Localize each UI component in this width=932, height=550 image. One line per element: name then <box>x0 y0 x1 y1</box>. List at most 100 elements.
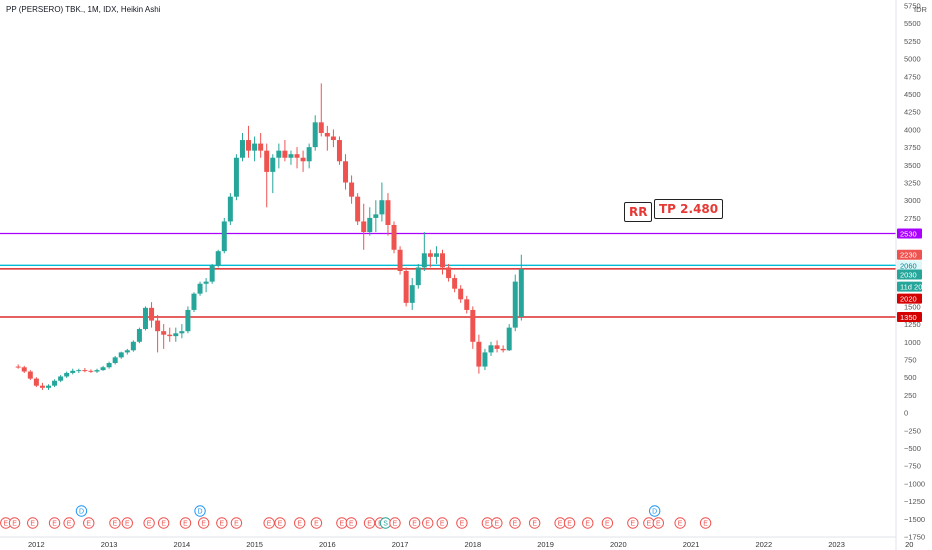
dividend-marker: D <box>194 505 206 517</box>
candle-body <box>512 281 518 328</box>
candle <box>470 306 476 349</box>
event-circle <box>509 517 521 529</box>
candle <box>52 379 58 388</box>
candle-body <box>227 196 233 222</box>
event-circle <box>75 505 88 517</box>
event-label: E <box>220 521 225 528</box>
candle-body <box>100 367 106 371</box>
event-label: D <box>79 509 84 516</box>
earnings-marker: E <box>197 517 210 529</box>
event-label: E <box>585 521 590 528</box>
event-circle <box>63 517 75 529</box>
price-tag: 11d 20h <box>897 281 927 292</box>
candle-body <box>233 157 239 197</box>
earnings-marker: E <box>528 517 541 529</box>
candle <box>197 281 203 296</box>
earnings-marker: E <box>643 517 655 529</box>
candle <box>33 377 39 388</box>
event-label: E <box>425 521 430 528</box>
event-label: E <box>67 521 72 528</box>
candle-body <box>161 331 167 335</box>
candle <box>252 136 258 162</box>
earnings-marker: E <box>422 517 434 529</box>
candle-body <box>118 352 124 358</box>
candle-body <box>252 143 258 151</box>
price-tag-bg <box>897 269 922 280</box>
event-circle <box>216 517 228 529</box>
event-label: E <box>532 521 537 528</box>
candle <box>130 340 136 352</box>
candle <box>270 154 276 194</box>
candle <box>173 327 179 342</box>
earnings-marker: E <box>157 517 170 529</box>
earnings-marker: E <box>652 517 665 529</box>
candle-body <box>215 251 221 266</box>
event-circle <box>674 517 686 529</box>
candle <box>409 278 415 310</box>
earnings-marker: E <box>509 517 521 529</box>
earnings-marker: E <box>408 517 421 529</box>
candle-body <box>239 140 245 158</box>
earnings-marker: E <box>83 517 95 529</box>
candle-body <box>88 370 94 372</box>
event-circle <box>491 517 503 529</box>
event-circle <box>389 517 401 529</box>
candle <box>324 125 330 151</box>
event-circle <box>27 517 39 529</box>
x-tick-label: 2014 <box>174 540 191 549</box>
x-tick-label: 2012 <box>28 540 45 549</box>
earnings-marker: E <box>310 517 323 529</box>
y-tick-label: 4750 <box>904 72 921 81</box>
candle <box>397 246 403 275</box>
event-label: E <box>367 521 372 528</box>
candle-body <box>488 345 494 353</box>
y-tick-label: 250 <box>904 391 917 400</box>
event-circle <box>582 517 594 529</box>
y-tick-label: 5000 <box>904 55 921 64</box>
price-tag: 2230 <box>897 249 922 260</box>
earnings-marker: E <box>293 517 306 529</box>
candle <box>161 324 167 349</box>
x-tick-label: 2013 <box>101 540 118 549</box>
candle <box>488 341 494 356</box>
candle-body <box>397 249 403 271</box>
event-circle <box>601 517 614 529</box>
candle-body <box>330 136 336 141</box>
candle <box>433 246 439 264</box>
candle <box>385 193 391 236</box>
y-tick-label: −500 <box>904 444 921 453</box>
candle <box>500 345 506 353</box>
candle-body <box>191 293 197 310</box>
event-label: E <box>147 521 152 528</box>
price-tag-bg <box>897 281 922 292</box>
earnings-marker: S <box>379 517 392 529</box>
candle <box>391 221 397 254</box>
candle <box>27 370 33 381</box>
x-tick-label: 2015 <box>246 540 263 549</box>
y-tick-label: 1250 <box>904 320 921 329</box>
candle <box>45 384 51 390</box>
candle-body <box>500 348 506 351</box>
candle <box>300 150 306 172</box>
event-circle <box>648 505 661 517</box>
candle-body <box>21 367 27 372</box>
earnings-marker: E <box>481 517 494 529</box>
candle <box>458 285 464 303</box>
candle-body <box>415 267 421 286</box>
earnings-marker: E <box>601 517 614 529</box>
candle <box>149 302 155 328</box>
earnings-marker: E <box>336 517 348 529</box>
event-circle <box>109 517 121 529</box>
rr-annotation[interactable]: RR <box>624 202 653 222</box>
candle-body <box>124 350 130 353</box>
candle <box>70 368 76 375</box>
candle <box>427 249 433 268</box>
candle-body <box>136 329 142 342</box>
tp-annotation[interactable]: TP 2.480 <box>654 199 724 219</box>
candle-body <box>355 196 361 222</box>
event-label: D <box>652 509 657 516</box>
event-circle <box>408 517 421 529</box>
candle <box>227 193 233 225</box>
earnings-marker: E <box>230 517 243 529</box>
